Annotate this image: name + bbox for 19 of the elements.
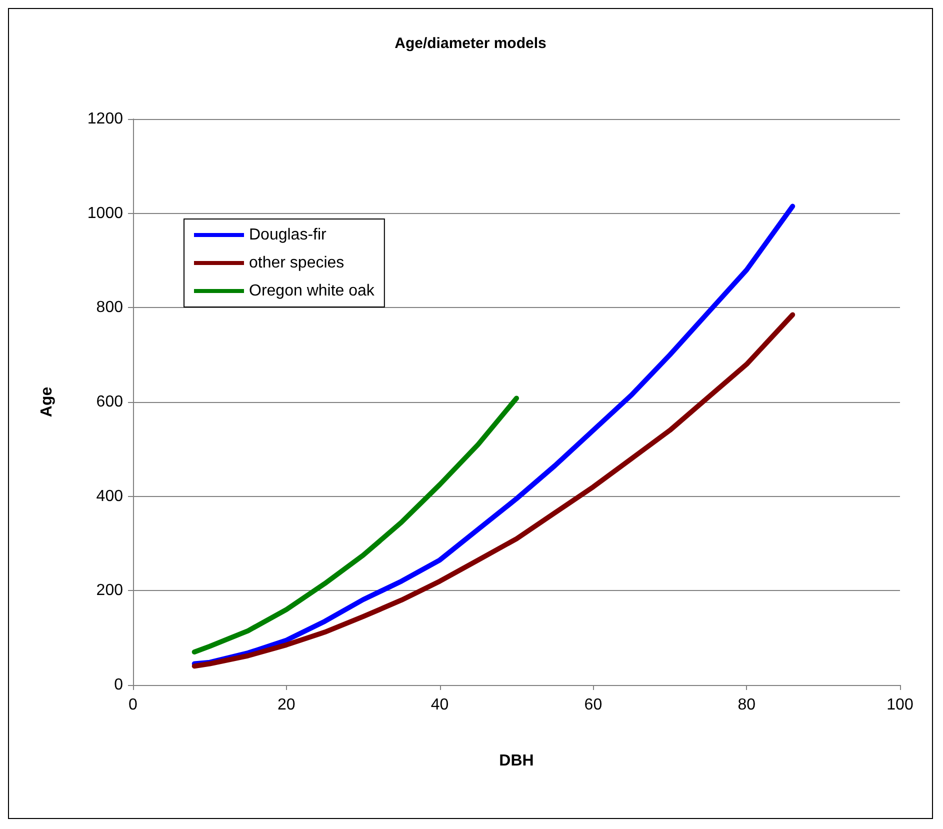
x-tick-label: 40 [430,696,449,714]
x-tick-label: 20 [278,696,296,714]
x-tick-label: 100 [886,696,914,714]
chart-title: Age/diameter models [394,35,546,52]
y-tick-label: 800 [96,299,124,316]
legend-label: other species [249,254,344,272]
legend-label: Oregon white oak [249,282,376,300]
y-axis-title: Age [38,386,56,418]
y-tick-label: 400 [96,488,124,505]
x-axis-title: DBH [499,752,534,770]
y-tick-label: 0 [114,676,124,694]
y-tick-label: 1200 [87,110,124,128]
y-tick-label: 600 [96,394,124,410]
legend-label: Douglas-fir [249,226,328,244]
y-tick-label: 200 [96,582,124,600]
x-tick-label: 80 [738,696,756,714]
x-tick-label: 60 [584,696,602,714]
x-tick-label: 0 [128,696,138,714]
y-tick-label: 1000 [87,204,124,222]
